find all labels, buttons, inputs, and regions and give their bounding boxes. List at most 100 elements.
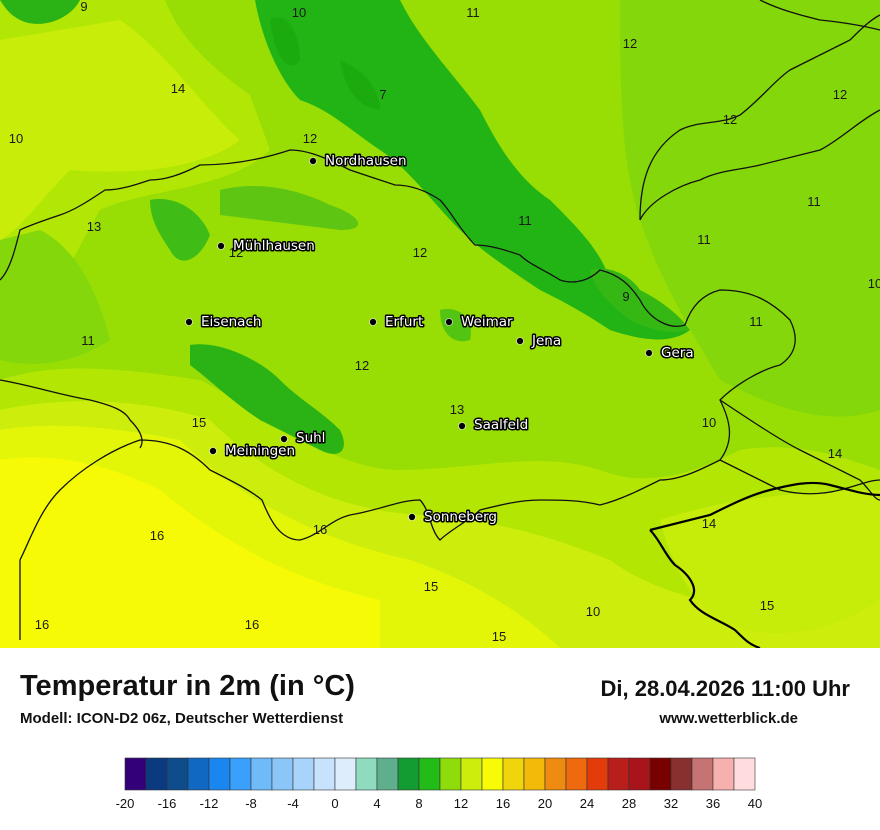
city-label: Suhl bbox=[296, 430, 325, 446]
temperature-map: 9 10 11 12 14 7 10 12 12 12 11 13 12 12 … bbox=[0, 0, 880, 648]
legend-swatch bbox=[313, 757, 336, 791]
temp-zone-11-east bbox=[620, 0, 880, 417]
temp-value: 12 bbox=[303, 131, 317, 146]
temp-value: 14 bbox=[702, 516, 716, 531]
city-label: Eisenach bbox=[201, 314, 261, 330]
legend-swatch bbox=[733, 757, 756, 791]
legend-swatch bbox=[460, 757, 483, 791]
legend-swatch bbox=[124, 757, 147, 791]
temp-value: 10 bbox=[868, 276, 880, 291]
city-label: Mühlhausen bbox=[233, 238, 315, 254]
temp-value: 11 bbox=[518, 213, 532, 228]
city-saalfeld: Saalfeld bbox=[458, 416, 530, 435]
legend-swatch bbox=[397, 757, 420, 791]
legend-tick-label: 24 bbox=[580, 796, 594, 811]
legend-swatch bbox=[187, 757, 210, 791]
legend-swatch bbox=[523, 757, 546, 791]
city-label: Weimar bbox=[461, 314, 513, 330]
temp-value: 10 bbox=[702, 415, 716, 430]
city-label: Sonneberg bbox=[424, 509, 497, 525]
legend-tick-label: 16 bbox=[496, 796, 510, 811]
temp-value: 16 bbox=[313, 522, 327, 537]
cold-patch-north-east bbox=[0, 0, 80, 24]
temp-zone-14-southeast bbox=[660, 490, 880, 634]
temp-value: 16 bbox=[35, 617, 49, 632]
legend-swatch bbox=[355, 757, 378, 791]
legend-swatch bbox=[670, 757, 693, 791]
temp-value: 14 bbox=[828, 446, 842, 461]
temp-zone-11-west bbox=[0, 230, 110, 364]
city-nordhausen: Nordhausen bbox=[309, 152, 408, 171]
legend-tick-label: -4 bbox=[287, 796, 299, 811]
temp-value: 9 bbox=[80, 0, 87, 14]
city-meiningen: Meiningen bbox=[209, 442, 297, 461]
temp-value: 12 bbox=[833, 87, 847, 102]
city-markers: Nordhausen Mühlhausen Eisenach Erfurt We… bbox=[185, 152, 695, 527]
legend-swatch bbox=[271, 757, 294, 791]
legend-swatch bbox=[628, 757, 651, 791]
city-muehlhausen: Mühlhausen bbox=[217, 237, 316, 256]
legend-tick-label: 8 bbox=[415, 796, 422, 811]
legend-swatch bbox=[565, 757, 588, 791]
temp-value: 9 bbox=[622, 289, 629, 304]
temp-value: 15 bbox=[760, 598, 774, 613]
temperature-labels: 9 10 11 12 14 7 10 12 12 12 11 13 12 12 … bbox=[9, 0, 880, 644]
temp-value: 11 bbox=[749, 314, 763, 329]
cold-patch-erfurt bbox=[440, 309, 471, 342]
legend-swatch bbox=[418, 757, 441, 791]
city-eisenach: Eisenach bbox=[185, 313, 263, 332]
temp-value: 10 bbox=[292, 5, 306, 20]
legend-tick-label: 36 bbox=[706, 796, 720, 811]
temp-value: 10 bbox=[586, 604, 600, 619]
temp-value: 7 bbox=[379, 87, 386, 102]
legend-swatch bbox=[334, 757, 357, 791]
city-gera: Gera bbox=[645, 344, 695, 363]
city-erfurt: Erfurt bbox=[369, 313, 425, 332]
temp-value: 12 bbox=[355, 358, 369, 373]
temp-value: 11 bbox=[81, 333, 95, 348]
temp-value: 11 bbox=[807, 194, 821, 209]
color-legend: -20 -16 -12 -8 -4 0 4 8 12 16 20 24 28 32 36 40 bbox=[0, 752, 880, 822]
city-jena: Jena bbox=[516, 332, 563, 351]
legend-swatch bbox=[376, 757, 399, 791]
legend-tick-label: 20 bbox=[538, 796, 552, 811]
legend-swatch bbox=[229, 757, 252, 791]
temp-value: 11 bbox=[697, 232, 711, 247]
legend-swatch bbox=[586, 757, 609, 791]
temp-value: 12 bbox=[723, 112, 737, 127]
legend-tick-label: 28 bbox=[622, 796, 636, 811]
temp-value: 13 bbox=[87, 219, 101, 234]
legend-tick-label: 40 bbox=[748, 796, 762, 811]
city-weimar: Weimar bbox=[445, 313, 515, 332]
temp-value: 16 bbox=[245, 617, 259, 632]
city-sonneberg: Sonneberg bbox=[408, 508, 499, 527]
legend-swatch bbox=[712, 757, 735, 791]
temp-zone-16-south bbox=[0, 457, 380, 648]
legend-swatch bbox=[439, 757, 462, 791]
cold-patch-hainich bbox=[150, 199, 210, 261]
cold-belt-harz-core bbox=[270, 17, 380, 110]
temp-value: 14 bbox=[171, 81, 185, 96]
legend-tick-label: 0 bbox=[331, 796, 338, 811]
legend-tick-label: 32 bbox=[664, 796, 678, 811]
city-label: Nordhausen bbox=[325, 153, 407, 169]
legend-swatch bbox=[691, 757, 714, 791]
legend-tick-label: -12 bbox=[200, 796, 219, 811]
legend-tick-label: 12 bbox=[454, 796, 468, 811]
model-info: Modell: ICON-D2 06z, Deutscher Wetterdie… bbox=[20, 710, 344, 727]
city-label: Gera bbox=[661, 345, 694, 361]
legend-swatch bbox=[481, 757, 504, 791]
temp-value: 13 bbox=[450, 402, 464, 417]
city-suhl: Suhl bbox=[280, 429, 327, 448]
website-link[interactable]: www.wetterblick.de bbox=[659, 710, 798, 727]
temp-value: 12 bbox=[229, 245, 243, 260]
map-title: Temperatur in 2m (in °C) bbox=[20, 670, 355, 702]
cold-belt-thuringian-forest bbox=[190, 344, 344, 454]
legend-swatch bbox=[145, 757, 168, 791]
city-label: Meiningen bbox=[225, 443, 295, 459]
temp-value: 11 bbox=[466, 5, 480, 20]
temp-value: 15 bbox=[192, 415, 206, 430]
legend-swatch bbox=[166, 757, 189, 791]
legend-swatch bbox=[544, 757, 567, 791]
city-label: Erfurt bbox=[385, 314, 423, 330]
